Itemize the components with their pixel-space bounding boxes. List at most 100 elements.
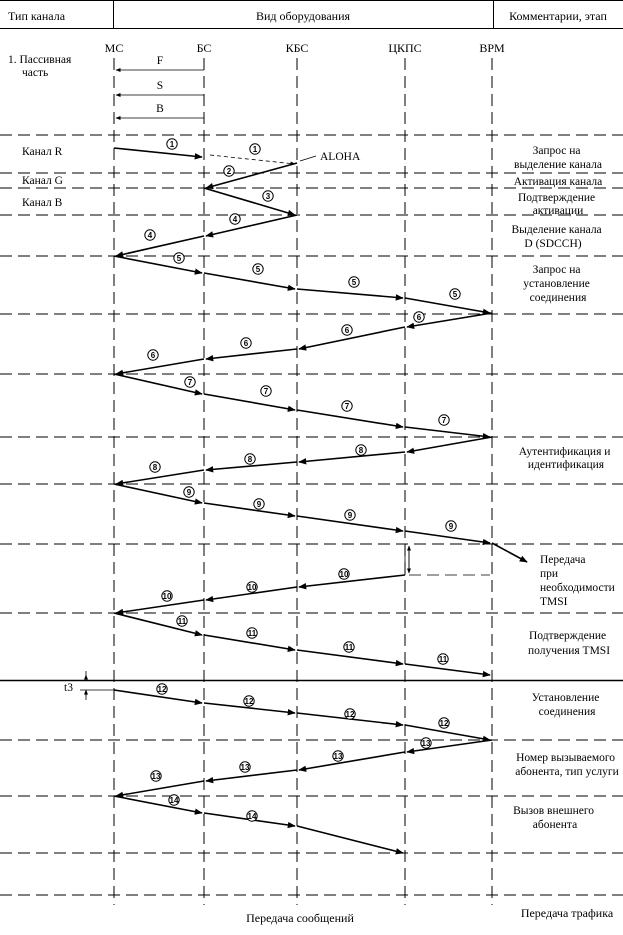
message-11a <box>113 612 203 637</box>
channel-label-g: Канал G <box>22 175 63 187</box>
channel-label-r: Канал R <box>22 146 63 158</box>
message-number-marker: 9 <box>253 498 265 510</box>
message-8c <box>205 461 298 473</box>
message-number-marker: 1 <box>249 143 261 155</box>
message-13d <box>115 780 205 798</box>
passive-part: 1. Пассивная часть F S B <box>8 54 204 120</box>
message-number: 10 <box>248 583 257 592</box>
header-comments: Комментарии, этап <box>509 9 607 23</box>
message-number: 2 <box>227 167 232 176</box>
message-number: 3 <box>266 192 271 201</box>
message-number-marker: 13 <box>332 750 344 762</box>
message-5d <box>404 297 491 315</box>
entity-ckps: ЦКПС <box>388 41 421 55</box>
message-9b <box>203 502 296 519</box>
comment-external-call: Вызов внешнего абонента <box>513 805 597 831</box>
message-13b <box>298 751 406 772</box>
message-number: 9 <box>348 511 353 520</box>
message-number: 8 <box>153 463 158 472</box>
comment-connection-setup: Установление соединения <box>532 692 602 718</box>
message-number-marker: 7 <box>260 385 272 397</box>
message-7a <box>113 373 203 396</box>
message-6c <box>205 348 298 362</box>
message-7d <box>404 426 491 440</box>
footer-traffic-transfer: Передача трафика <box>521 906 614 920</box>
message-number: 5 <box>453 290 458 299</box>
message-number: 5 <box>177 254 182 263</box>
message-number: 10 <box>340 570 349 579</box>
message-number: 13 <box>334 752 343 761</box>
message-number: 11 <box>439 655 448 664</box>
message-12a <box>113 689 203 706</box>
lifelines <box>113 58 493 905</box>
passive-title-line2: часть <box>22 67 48 79</box>
message-3 <box>203 187 296 217</box>
message-10b <box>205 586 298 603</box>
message-number: 5 <box>256 265 261 274</box>
message-number: 9 <box>187 488 192 497</box>
message-5c <box>296 288 404 301</box>
message-7b <box>203 393 296 412</box>
aloha-path: ALOHA <box>209 151 361 166</box>
message-14a <box>113 795 203 815</box>
message-number: 9 <box>449 522 454 531</box>
message-number: 11 <box>345 643 354 652</box>
channel-labels: Канал R Канал G Канал B <box>22 146 63 209</box>
message-9d <box>404 530 491 546</box>
header-channel-type: Тип канала <box>8 9 66 23</box>
message-number-marker: 11 <box>437 653 449 665</box>
footer-message-transfer: Передача сообщений <box>246 911 354 925</box>
message-1a <box>113 147 203 160</box>
message-12d <box>404 724 491 742</box>
aloha-label: ALOHA <box>320 151 361 163</box>
message-number: 4 <box>233 215 238 224</box>
message-number-marker: 6 <box>413 311 425 323</box>
message-number: 7 <box>345 402 350 411</box>
message-number: 11 <box>248 629 257 638</box>
message-number: 14 <box>248 812 257 821</box>
message-number: 7 <box>188 378 193 387</box>
entity-bs: БС <box>197 41 212 55</box>
message-number: 7 <box>442 416 447 425</box>
message-13a <box>406 739 493 755</box>
message-2 <box>205 162 298 190</box>
message-number-marker: 10 <box>161 590 173 602</box>
message-number: 10 <box>163 592 172 601</box>
entity-ms: МС <box>105 41 124 55</box>
header-equipment: Вид оборудования <box>256 9 351 23</box>
message-number: 12 <box>245 697 254 706</box>
comment-channel-d-allocation: Выделение канала D (SDCCH) <box>511 224 604 250</box>
comment-activation-confirmation: Подтверждение активации <box>518 192 598 217</box>
message-number: 13 <box>422 739 431 748</box>
message-number-marker: 4 <box>144 229 156 241</box>
message-number-markers: 1 1 2 3 4 4 5 5 5 5 6 6 6 6 7 7 7 7 8 8 … <box>144 138 461 822</box>
comment-channel-request: Запрос на выделение канала <box>514 145 602 171</box>
message-number-marker: 12 <box>243 695 255 707</box>
message-number-marker: 13 <box>239 761 251 773</box>
message-5b <box>203 272 296 291</box>
message-number-marker: 7 <box>438 414 450 426</box>
message-number-marker: 14 <box>246 810 258 822</box>
message-number: 14 <box>170 796 179 805</box>
message-number: 6 <box>244 339 249 348</box>
message-number-marker: 14 <box>168 794 180 806</box>
message-number-marker: 6 <box>341 324 353 336</box>
passive-title-line1: 1. Пассивная <box>8 54 72 66</box>
comment-channel-activation: Активация канала <box>514 176 603 188</box>
message-number: 9 <box>257 500 262 509</box>
message-10a <box>298 574 406 590</box>
message-11b <box>203 634 296 652</box>
stage-separators <box>0 134 623 896</box>
message-6d <box>115 358 205 376</box>
message-number-marker: 7 <box>184 376 196 388</box>
message-number: 12 <box>346 710 355 719</box>
entity-labels: МС БС КБС ЦКПС ВРМ <box>105 41 505 55</box>
message-number: 6 <box>151 351 156 360</box>
message-number: 12 <box>158 685 167 694</box>
entity-vrm: ВРМ <box>479 41 505 55</box>
message-9c <box>296 515 404 534</box>
message-13c <box>205 769 298 784</box>
message-number-marker: 1 <box>166 138 178 150</box>
message-number-marker: 12 <box>344 708 356 720</box>
